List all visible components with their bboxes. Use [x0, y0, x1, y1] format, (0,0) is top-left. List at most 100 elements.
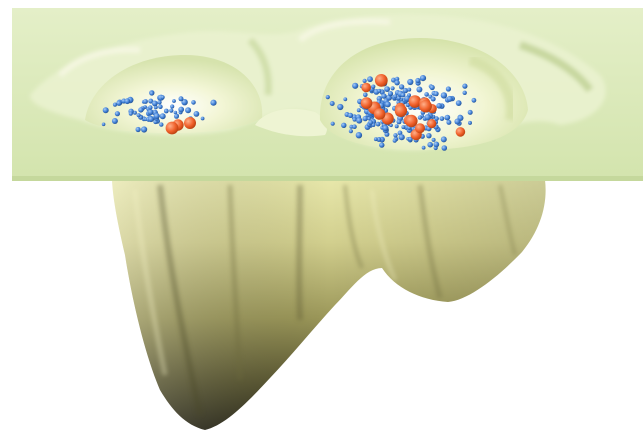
small-particle: [433, 141, 440, 148]
large-particle: [408, 95, 422, 108]
small-particle: [376, 137, 382, 142]
small-particle: [173, 110, 178, 115]
large-particle: [360, 97, 373, 109]
small-particle: [384, 86, 390, 92]
small-particle: [371, 84, 376, 89]
large-particle: [184, 117, 196, 129]
small-particle: [111, 118, 118, 124]
small-particle: [356, 108, 361, 113]
large-particle: [427, 119, 437, 129]
small-particle: [352, 82, 359, 89]
small-particle: [191, 100, 196, 105]
small-particle: [467, 109, 473, 115]
large-particle: [415, 123, 425, 134]
small-particle: [169, 108, 174, 113]
small-particle: [401, 125, 406, 130]
small-particle: [391, 77, 396, 83]
small-particle: [405, 102, 410, 108]
small-particle: [431, 137, 436, 142]
landscape-underside-shading: [112, 180, 546, 430]
small-particle: [153, 113, 160, 119]
small-particle: [356, 117, 363, 124]
small-particle: [462, 90, 467, 96]
large-particle: [419, 99, 432, 113]
small-particle: [116, 100, 122, 106]
small-particle: [329, 101, 335, 106]
small-particle: [172, 99, 176, 103]
small-particle: [114, 111, 120, 117]
small-particle: [151, 100, 158, 107]
small-particle: [434, 116, 439, 121]
small-particle: [112, 102, 118, 107]
small-particle: [468, 120, 472, 125]
small-particle: [352, 117, 357, 122]
small-particle: [436, 103, 442, 109]
small-particle: [454, 118, 461, 125]
small-particle: [440, 136, 447, 143]
small-particle: [429, 84, 435, 91]
small-particle: [440, 92, 448, 99]
small-particle: [210, 99, 217, 106]
small-particle: [141, 126, 148, 133]
small-particle: [393, 133, 398, 138]
small-particle: [159, 122, 164, 127]
small-particle: [355, 132, 363, 139]
small-particle: [159, 113, 166, 120]
small-particle: [157, 100, 162, 105]
small-particle: [373, 137, 378, 142]
small-particle: [445, 86, 451, 92]
small-particle: [446, 95, 453, 102]
small-particle: [379, 142, 385, 148]
small-particle: [149, 91, 154, 96]
small-particle: [421, 145, 426, 150]
small-particle: [363, 92, 368, 98]
small-particle: [441, 145, 448, 151]
small-particle: [160, 95, 165, 100]
landscape-plane: [12, 8, 643, 181]
small-particle: [377, 88, 382, 93]
small-particle: [396, 119, 402, 125]
large-particle: [405, 114, 418, 128]
small-particle: [124, 98, 131, 105]
large-particle: [394, 104, 408, 118]
large-particle: [373, 108, 386, 120]
large-particle: [361, 82, 372, 93]
small-particle: [444, 114, 451, 121]
small-particle: [455, 100, 462, 106]
small-particle: [426, 133, 432, 139]
small-particle: [341, 122, 347, 128]
small-particle: [128, 111, 133, 116]
small-particle: [348, 129, 353, 134]
small-particle: [143, 99, 148, 104]
small-particle: [135, 126, 141, 133]
small-particle: [347, 112, 354, 118]
small-particle: [433, 91, 439, 97]
right-basin-inner-shade: [468, 55, 516, 121]
small-particle: [398, 84, 405, 90]
small-particle: [136, 113, 141, 118]
small-particle: [352, 124, 357, 129]
small-particle: [178, 96, 184, 102]
small-particle: [153, 119, 158, 125]
small-particle: [337, 103, 344, 111]
small-particle: [163, 108, 169, 114]
small-particle: [417, 115, 423, 120]
small-particle: [330, 121, 335, 126]
small-particle: [471, 97, 477, 103]
small-particle: [389, 123, 393, 128]
small-particle: [178, 106, 185, 113]
small-particle: [396, 96, 401, 101]
small-particle: [362, 78, 367, 83]
small-particle: [400, 92, 406, 98]
small-particle: [424, 114, 431, 121]
small-particle: [101, 122, 106, 127]
small-particle: [170, 104, 175, 109]
small-particle: [102, 107, 109, 114]
left-cluster: [101, 90, 217, 135]
small-particle: [158, 104, 163, 109]
small-particle: [193, 111, 200, 117]
small-particle: [148, 116, 154, 123]
small-particle: [398, 134, 405, 141]
small-particle: [390, 86, 395, 91]
